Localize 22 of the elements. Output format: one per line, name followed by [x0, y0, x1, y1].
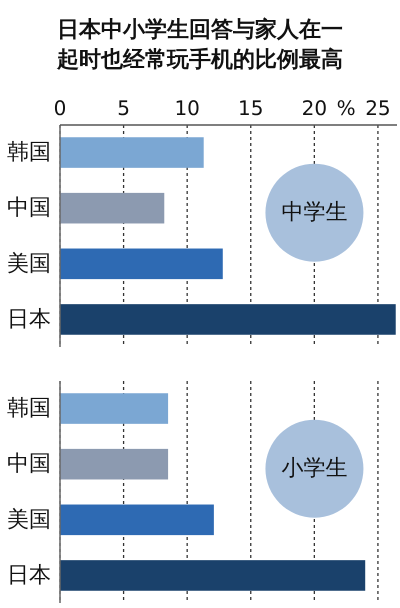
annotation: 小学生 [281, 456, 348, 482]
x-tick-label: 25 [365, 96, 391, 120]
chart-title: 日本中小学生回答与家人在一起时也经常玩手机的比例最高 [56, 16, 343, 72]
y-tick-label: 日本 [7, 562, 51, 588]
y-tick-label: 韩国 [7, 396, 51, 422]
y-tick-label: 中国 [7, 452, 51, 477]
bar [60, 192, 164, 224]
x-tick-label: 0 [54, 96, 66, 120]
bar [60, 137, 204, 168]
bar [60, 248, 223, 280]
x-tick-label: 10 [174, 96, 200, 120]
x-tick-label: 20 [302, 96, 328, 120]
y-tick-label: 美国 [7, 251, 51, 276]
x-tick-label: 5 [117, 96, 130, 120]
annotation: 中学生 [281, 200, 348, 226]
y-tick-label: 韩国 [7, 140, 51, 166]
y-tick-label: 美国 [7, 507, 51, 532]
x-tick-label: 15 [238, 96, 264, 120]
x-axis-title: % [336, 96, 356, 120]
y-tick-label: 日本 [7, 306, 51, 332]
y-tick-label: 中国 [7, 196, 51, 221]
bar [60, 304, 396, 335]
